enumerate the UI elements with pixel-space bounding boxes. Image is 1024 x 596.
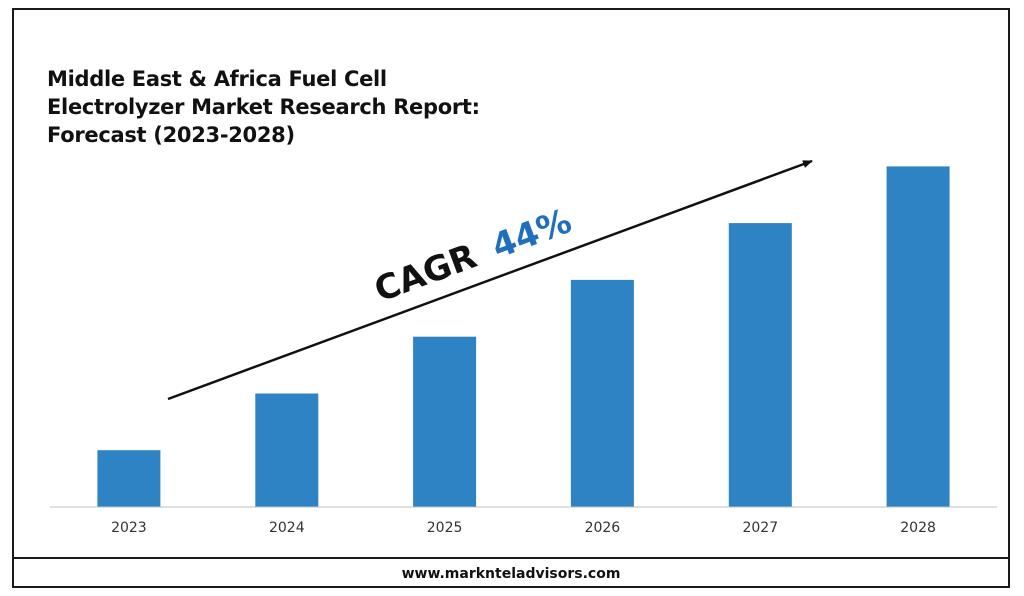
bar-2025 bbox=[413, 336, 477, 507]
x-tick-label-2024: 2024 bbox=[269, 520, 305, 536]
x-tick-label-2025: 2025 bbox=[427, 520, 463, 536]
bar-2028 bbox=[886, 166, 950, 507]
cagr-label: CAGR bbox=[369, 236, 482, 310]
bar-2027 bbox=[728, 223, 792, 507]
footer-divider bbox=[12, 557, 1010, 559]
x-tick-label-2026: 2026 bbox=[585, 520, 621, 536]
chart-frame bbox=[12, 8, 1010, 588]
chart-title-line-3: Forecast (2023-2028) bbox=[47, 123, 295, 147]
bar-2024 bbox=[255, 393, 319, 507]
footer-website: www.marknteladvisors.com bbox=[401, 566, 621, 582]
chart-title-line-2: Electrolyzer Market Research Report: bbox=[47, 95, 480, 119]
bars-layer bbox=[97, 166, 950, 507]
chart-title: Middle East & Africa Fuel Cell Electroly… bbox=[47, 65, 517, 149]
x-tick-label-2028: 2028 bbox=[900, 520, 936, 536]
chart-title-line-1: Middle East & Africa Fuel Cell bbox=[47, 67, 387, 91]
cagr-value: 44% bbox=[487, 201, 577, 267]
bar-2023 bbox=[97, 450, 161, 507]
trend-arrow bbox=[167, 159, 813, 401]
bar-2026 bbox=[570, 279, 634, 507]
x-tick-labels: 2023 2024 2025 2026 2027 2028 bbox=[111, 520, 936, 536]
x-tick-label-2023: 2023 bbox=[111, 520, 147, 536]
x-tick-label-2027: 2027 bbox=[742, 520, 778, 536]
cagr-annotation: CAGR 44% bbox=[369, 201, 577, 310]
